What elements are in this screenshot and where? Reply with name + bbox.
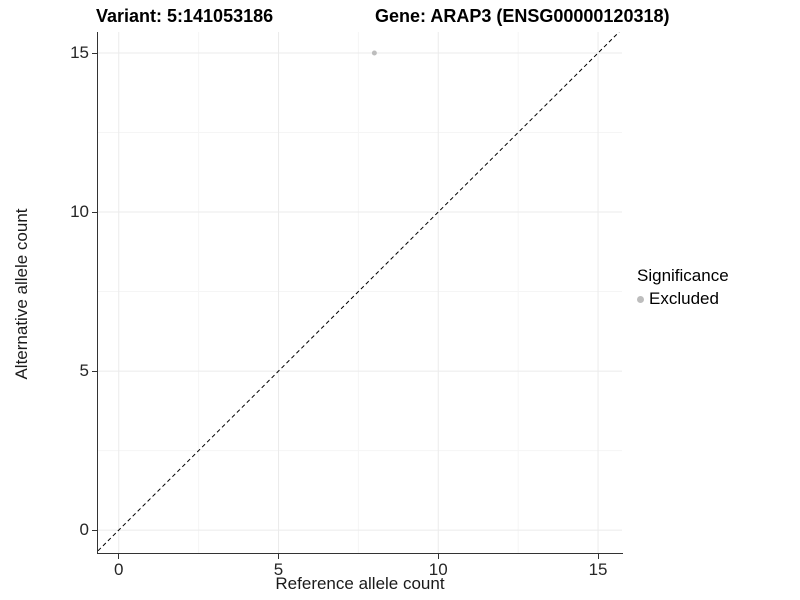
legend: Significance Excluded [637, 266, 729, 309]
identity-line [97, 31, 620, 552]
legend-title: Significance [637, 266, 729, 285]
y-axis-line [97, 32, 98, 554]
legend-item-excluded: Excluded [637, 289, 729, 309]
plot-panel [97, 31, 622, 553]
y-tick-mark [92, 52, 97, 54]
x-tick-label: 5 [273, 560, 284, 579]
plot-title-variant: Variant: 5:141053186 [96, 6, 274, 26]
x-tick-mark [278, 554, 280, 559]
plot-canvas [97, 31, 622, 553]
y-tick-label: 0 [79, 520, 89, 540]
plot-title-gene: Gene: ARAP3 (ENSG00000120318) [375, 6, 670, 26]
data-point [371, 50, 377, 56]
x-tick-mark [437, 554, 439, 559]
y-tick-label: 5 [79, 361, 89, 381]
x-tick-label: 15 [588, 560, 608, 579]
x-tick-label: 0 [114, 560, 124, 579]
x-tick-label: 10 [428, 560, 448, 579]
y-axis-title: Alternative allele count [12, 208, 31, 380]
x-axis-title: Reference allele count [275, 574, 445, 593]
legend-item-label: Excluded [649, 289, 719, 308]
legend-key-dot-icon [637, 295, 644, 303]
y-tick-label: 15 [70, 42, 89, 62]
x-tick-mark [597, 554, 599, 559]
y-tick-mark [92, 371, 97, 373]
x-tick-mark [118, 554, 120, 559]
y-tick-label: 10 [70, 202, 89, 222]
y-tick-mark [92, 530, 97, 532]
x-axis-line [97, 553, 623, 554]
y-tick-mark [92, 212, 97, 214]
